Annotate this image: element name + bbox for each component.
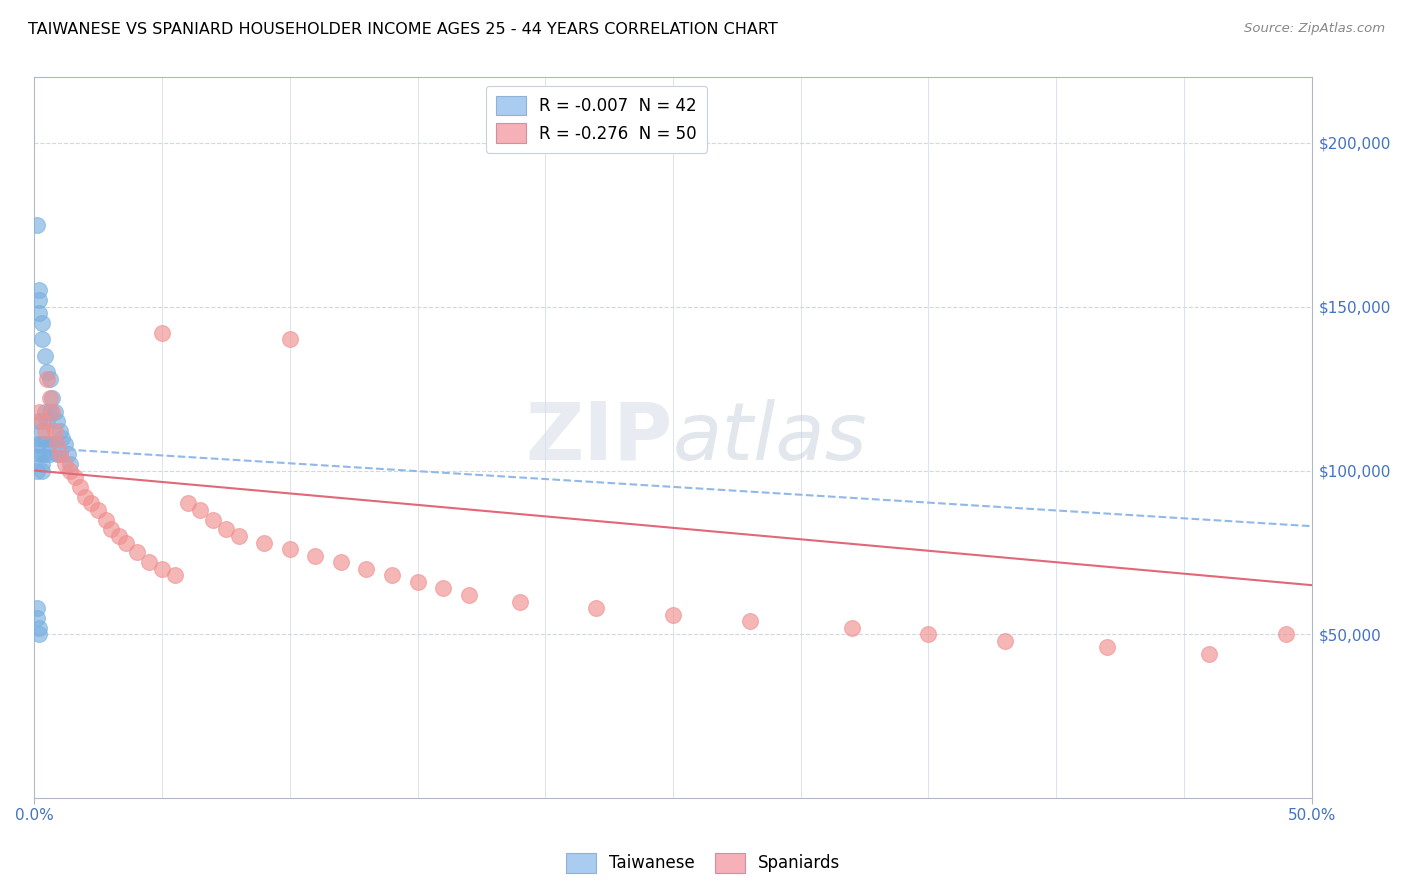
Point	[457, 588, 479, 602]
Legend: Taiwanese, Spaniards: Taiwanese, Spaniards	[560, 847, 846, 880]
Text: Source: ZipAtlas.com: Source: ZipAtlas.com	[1244, 22, 1385, 36]
Point	[51, 431, 73, 445]
Point	[59, 457, 82, 471]
Point	[138, 555, 160, 569]
Point	[53, 437, 76, 451]
Point	[107, 529, 129, 543]
Text: ZIP: ZIP	[526, 399, 673, 476]
Point	[31, 316, 53, 330]
Point	[41, 392, 63, 406]
Point	[304, 549, 326, 563]
Point	[41, 437, 63, 451]
Point	[69, 480, 91, 494]
Point	[44, 404, 66, 418]
Point	[150, 326, 173, 340]
Point	[738, 614, 761, 628]
Text: TAIWANESE VS SPANIARD HOUSEHOLDER INCOME AGES 25 - 44 YEARS CORRELATION CHART: TAIWANESE VS SPANIARD HOUSEHOLDER INCOME…	[28, 22, 778, 37]
Point	[31, 463, 53, 477]
Point	[406, 574, 429, 589]
Point	[37, 365, 59, 379]
Point	[79, 496, 101, 510]
Point	[38, 404, 60, 418]
Point	[841, 621, 863, 635]
Point	[31, 437, 53, 451]
Point	[202, 513, 225, 527]
Point	[176, 496, 198, 510]
Point	[585, 601, 607, 615]
Point	[228, 529, 250, 543]
Point	[25, 437, 48, 451]
Point	[28, 293, 51, 308]
Point	[34, 447, 56, 461]
Legend: R = -0.007  N = 42, R = -0.276  N = 50: R = -0.007 N = 42, R = -0.276 N = 50	[486, 86, 707, 153]
Point	[25, 463, 48, 477]
Point	[125, 545, 148, 559]
Point	[34, 424, 56, 438]
Point	[38, 447, 60, 461]
Point	[37, 372, 59, 386]
Point	[31, 447, 53, 461]
Point	[278, 542, 301, 557]
Point	[432, 582, 454, 596]
Point	[53, 457, 76, 471]
Point	[34, 437, 56, 451]
Point	[38, 372, 60, 386]
Point	[917, 627, 939, 641]
Point	[31, 414, 53, 428]
Point	[75, 490, 97, 504]
Point	[31, 457, 53, 471]
Point	[87, 503, 110, 517]
Point	[163, 568, 186, 582]
Point	[46, 414, 69, 428]
Point	[31, 424, 53, 438]
Point	[115, 535, 138, 549]
Point	[31, 333, 53, 347]
Point	[59, 463, 82, 477]
Point	[46, 437, 69, 451]
Point	[28, 437, 51, 451]
Point	[356, 562, 378, 576]
Point	[150, 562, 173, 576]
Point	[56, 447, 79, 461]
Point	[190, 503, 212, 517]
Point	[34, 404, 56, 418]
Point	[65, 470, 87, 484]
Point	[25, 218, 48, 232]
Point	[509, 594, 531, 608]
Point	[662, 607, 685, 622]
Point	[100, 523, 122, 537]
Point	[41, 404, 63, 418]
Point	[37, 414, 59, 428]
Point	[28, 284, 51, 298]
Point	[1198, 647, 1220, 661]
Point	[34, 349, 56, 363]
Point	[329, 555, 352, 569]
Point	[253, 535, 276, 549]
Point	[28, 447, 51, 461]
Point	[28, 621, 51, 635]
Point	[25, 601, 48, 615]
Point	[1097, 640, 1119, 655]
Point	[28, 306, 51, 320]
Point	[278, 333, 301, 347]
Point	[215, 523, 238, 537]
Point	[38, 392, 60, 406]
Point	[994, 633, 1017, 648]
Point	[44, 437, 66, 451]
Point	[25, 611, 48, 625]
Point	[381, 568, 404, 582]
Point	[44, 424, 66, 438]
Point	[49, 424, 72, 438]
Text: atlas: atlas	[673, 399, 868, 476]
Point	[49, 447, 72, 461]
Point	[46, 447, 69, 461]
Point	[28, 404, 51, 418]
Point	[94, 513, 117, 527]
Point	[37, 437, 59, 451]
Point	[28, 627, 51, 641]
Point	[1275, 627, 1298, 641]
Point	[28, 414, 51, 428]
Point	[49, 447, 72, 461]
